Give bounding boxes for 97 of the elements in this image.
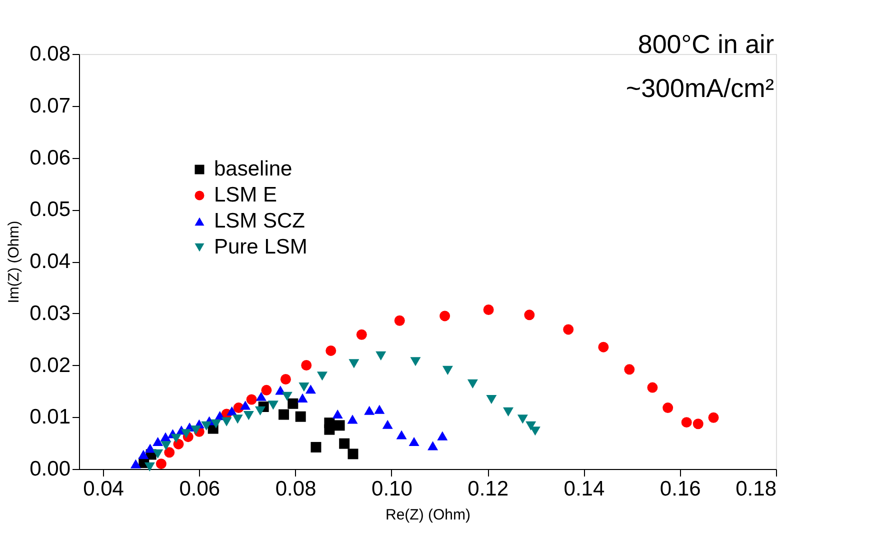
point (396, 430, 407, 440)
point (280, 374, 291, 384)
point (138, 450, 149, 460)
point (332, 409, 343, 419)
point (440, 310, 450, 322)
point (190, 426, 202, 435)
point (483, 304, 494, 315)
point (305, 384, 316, 394)
point (278, 409, 290, 420)
point (164, 447, 175, 458)
point (347, 414, 358, 424)
point (681, 417, 692, 428)
annotation: ~300mA/cm² (626, 73, 774, 103)
point (356, 329, 367, 340)
point (563, 324, 574, 335)
point (662, 402, 674, 414)
point (256, 392, 266, 401)
point (226, 406, 238, 416)
point (708, 412, 719, 423)
y-axis-title: Im(Z) (Ohm) (6, 220, 23, 304)
point (152, 436, 164, 446)
point (316, 372, 328, 381)
point (261, 384, 272, 396)
y-tick-label: 0.06 (30, 146, 70, 170)
y-tick-label: 0.07 (30, 94, 70, 118)
point (334, 420, 345, 431)
point (268, 400, 278, 410)
point (180, 429, 192, 438)
point (428, 441, 438, 450)
point (170, 434, 182, 443)
annotation: 800°C in air (638, 29, 774, 59)
x-tick-label: 0.06 (179, 478, 220, 500)
point (374, 404, 385, 414)
point (503, 407, 514, 416)
point (339, 438, 350, 449)
point (210, 419, 222, 428)
point (232, 414, 243, 424)
point (173, 438, 184, 450)
point (221, 417, 232, 426)
point (297, 393, 308, 402)
y-tick-label: 0.05 (30, 198, 70, 222)
point (160, 432, 171, 442)
y-tick-label: 0.08 (30, 42, 70, 66)
x-tick-label: 0.12 (468, 478, 509, 500)
point (442, 366, 453, 375)
point (243, 411, 254, 420)
point (310, 442, 322, 452)
point (282, 392, 292, 401)
legend-label: LSM SCZ (214, 210, 306, 232)
point (152, 449, 164, 458)
y-tick-label: 0.04 (30, 250, 71, 273)
x-tick-label: 0.16 (660, 478, 701, 500)
point (647, 382, 658, 393)
x-axis-title: Re(Z) (Ohm) (386, 506, 470, 524)
point (301, 360, 312, 370)
point (437, 431, 448, 440)
point (598, 342, 609, 352)
point (324, 424, 335, 435)
point (144, 444, 156, 453)
point (288, 398, 298, 409)
x-tick-label: 0.10 (372, 478, 412, 500)
point (298, 382, 310, 392)
point (348, 359, 360, 368)
y-tick-label: 0.01 (30, 406, 70, 429)
point (246, 394, 257, 405)
y-tick-label: 0.03 (30, 302, 70, 325)
point (326, 345, 336, 356)
y-tick-label: 0.00 (30, 458, 70, 480)
point (144, 462, 155, 472)
point (348, 448, 358, 460)
x-tick-label: 0.18 (736, 478, 776, 500)
point (295, 411, 306, 422)
legend-label: LSM E (214, 184, 278, 206)
point (376, 351, 386, 360)
point (486, 394, 497, 404)
point (524, 310, 535, 320)
point (240, 400, 251, 410)
point (517, 414, 528, 424)
x-tick-label: 0.04 (83, 478, 124, 500)
point (410, 357, 421, 366)
legend-label: Pure LSM (214, 236, 308, 258)
x-tick-label: 0.14 (564, 478, 605, 500)
point (382, 420, 393, 429)
legend-label: baseline (214, 158, 292, 180)
point (408, 436, 420, 446)
point (156, 458, 166, 470)
point (394, 315, 405, 326)
y-tick-label: 0.02 (30, 354, 70, 377)
point (364, 406, 375, 415)
point (467, 379, 478, 388)
point (201, 421, 212, 430)
point (160, 441, 172, 450)
x-tick-label: 0.08 (275, 478, 316, 500)
point (130, 459, 141, 468)
point (692, 418, 704, 430)
point (624, 364, 635, 375)
point (254, 406, 266, 416)
